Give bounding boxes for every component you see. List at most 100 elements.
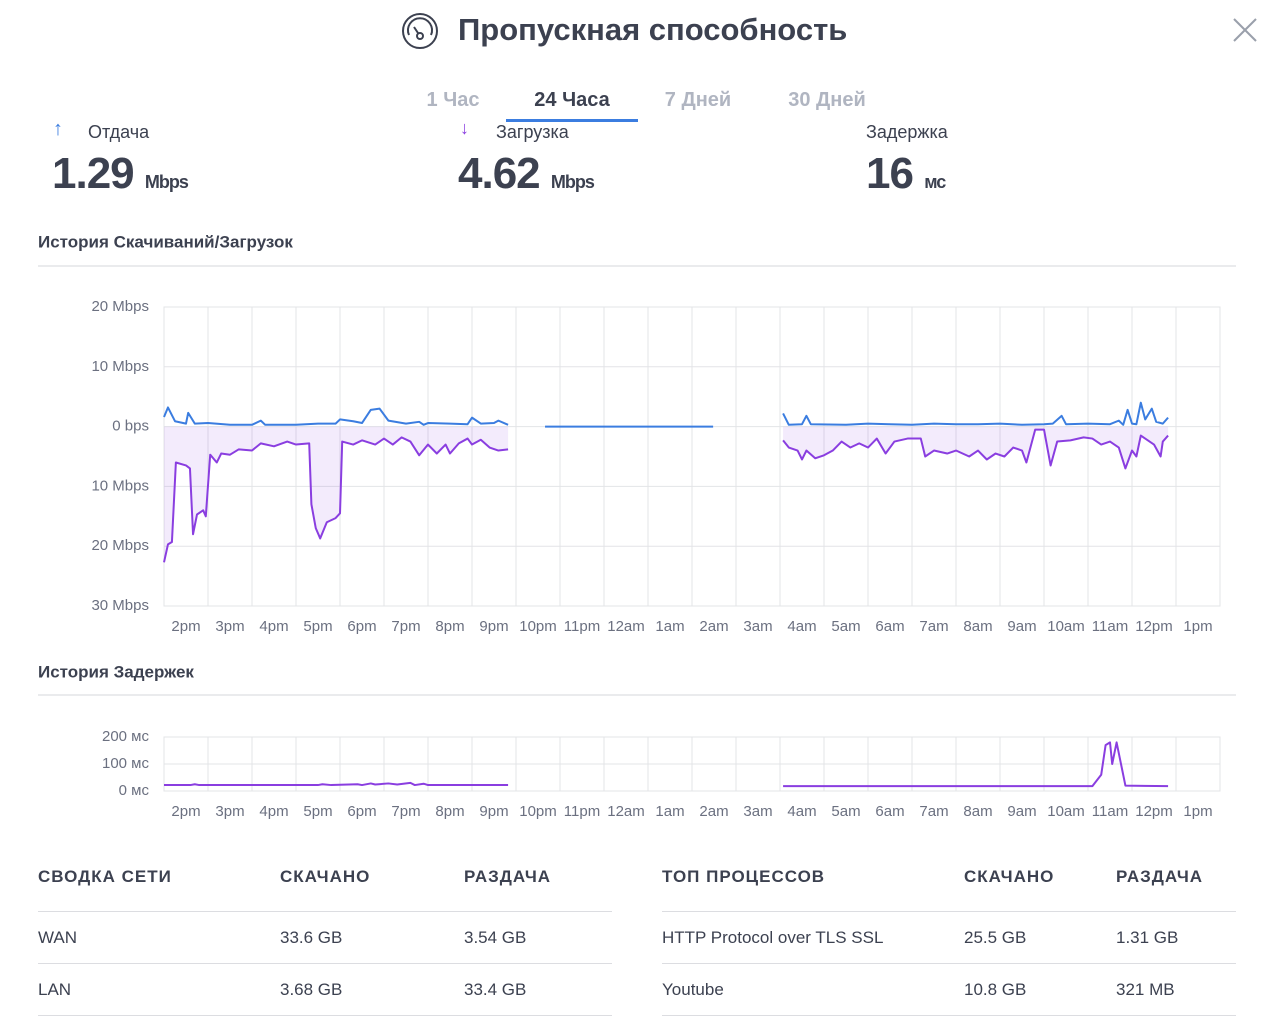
- x-tick-label: 9pm: [479, 618, 508, 635]
- chart-title: История Скачиваний/Загрузок: [38, 232, 293, 251]
- table-cell: 321 MB: [1116, 980, 1175, 999]
- y-tick-label: 20 Mbps: [91, 298, 149, 315]
- x-tick-label: 9pm: [479, 803, 508, 820]
- y-tick-label: 200 мс: [102, 728, 150, 745]
- x-tick-label: 4pm: [259, 803, 288, 820]
- series-line: [164, 741, 1169, 788]
- table-rule: [38, 963, 612, 964]
- x-tick-label: 10am: [1047, 618, 1085, 635]
- x-tick-label: 11am: [1092, 803, 1128, 820]
- stat-value: 1.29 Mbps: [52, 149, 189, 199]
- tab-underline: [506, 119, 638, 122]
- area-fill: [164, 426, 1169, 563]
- x-tick-label: 2pm: [171, 618, 200, 635]
- x-tick-label: 5am: [831, 803, 860, 820]
- table-header: СКАЧАНО: [280, 867, 371, 886]
- x-tick-label: 4pm: [259, 618, 288, 635]
- x-tick-label: 11am: [1092, 618, 1128, 635]
- y-tick-label: 20 Mbps: [91, 537, 149, 554]
- page-title: Пропускная способность: [458, 12, 848, 47]
- chart-title: История Задержек: [38, 662, 194, 681]
- table-rule: [662, 963, 1236, 964]
- upload-arrow: ↑: [53, 118, 63, 140]
- table-cell: 33.6 GB: [280, 928, 343, 947]
- close-button[interactable]: [1232, 17, 1258, 43]
- table-cell: 3.68 GB: [280, 980, 343, 999]
- x-tick-label: 12pm: [1135, 618, 1173, 635]
- stat-unit: мс: [924, 172, 946, 192]
- table-cell: WAN: [38, 928, 78, 947]
- x-tick-label: 2am: [699, 618, 728, 635]
- table-rule: [662, 1015, 1236, 1016]
- x-tick-label: 3pm: [215, 803, 244, 820]
- table-cell: 10.8 GB: [964, 980, 1027, 999]
- tab[interactable]: 30 Дней: [788, 89, 866, 111]
- x-tick-label: 6am: [875, 803, 904, 820]
- table-cell: Youtube: [662, 980, 724, 999]
- table-cell: 1.31 GB: [1116, 928, 1179, 947]
- charts: История Скачиваний/Загрузок 2pm 3pm 4pm 5pm 6…: [38, 232, 1236, 820]
- x-tick-label: 2pm: [171, 803, 200, 820]
- x-tick-label: 7am: [919, 618, 948, 635]
- x-tick-label: 9am: [1007, 618, 1036, 635]
- tab[interactable]: 7 Дней: [664, 89, 732, 111]
- table-cell: 25.5 GB: [964, 928, 1027, 947]
- table-rule: [662, 911, 1236, 912]
- stat-value: 4.62 Mbps: [458, 149, 595, 199]
- table-rule: [38, 1015, 612, 1016]
- stat-number: 1.29: [52, 149, 135, 198]
- x-tick-label: 7pm: [391, 803, 420, 820]
- y-tick-label: 0 bps: [112, 418, 149, 435]
- x-tick-label: 1am: [655, 618, 684, 635]
- y-tick-label: 30 Mbps: [91, 597, 149, 614]
- stat-label: Задержка: [866, 122, 948, 142]
- x-tick-label: 5am: [831, 618, 860, 635]
- series-line: [163, 428, 1169, 563]
- x-tick-label: 8am: [963, 618, 992, 635]
- stat-label: Загрузка: [496, 122, 569, 142]
- x-tick-label: 8am: [963, 803, 992, 820]
- speed-icon: [402, 13, 438, 49]
- x-tick-label: 1pm: [1183, 618, 1212, 635]
- x-tick-label: 5pm: [303, 803, 332, 820]
- table-cell: 3.54 GB: [464, 928, 527, 947]
- table-header: СКАЧАНО: [964, 867, 1055, 886]
- stat-unit: Mbps: [144, 172, 189, 192]
- x-tick-label: 7pm: [391, 618, 420, 635]
- x-tick-label: 9am: [1007, 803, 1036, 820]
- table-cell: 33.4 GB: [464, 980, 527, 999]
- tab[interactable]: 24 Часа: [534, 89, 610, 111]
- x-tick-label: 12am: [607, 803, 645, 820]
- x-tick-label: 8pm: [435, 618, 464, 635]
- y-tick-label: 10 Mbps: [91, 477, 149, 494]
- tab[interactable]: 1 Час: [426, 89, 480, 111]
- x-tick-label: 5pm: [303, 618, 332, 635]
- y-tick-label: 100 мс: [102, 755, 150, 772]
- x-tick-label: 6pm: [347, 803, 376, 820]
- x-tick-label: 6am: [875, 618, 904, 635]
- x-tick-label: 1pm: [1183, 803, 1212, 820]
- x-tick-label: 11pm: [564, 618, 600, 635]
- table-header: СВОДКА СЕТИ: [38, 867, 172, 886]
- y-tick-label: 0 мс: [119, 782, 150, 799]
- stat-value: 16 мс: [866, 149, 946, 199]
- table-cell: HTTP Protocol over TLS SSL: [662, 928, 884, 947]
- stat-number: 4.62: [458, 149, 541, 198]
- x-tick-label: 11pm: [564, 803, 600, 820]
- x-tick-label: 10pm: [519, 803, 557, 820]
- x-tick-label: 1am: [655, 803, 684, 820]
- stat-number: 16: [866, 149, 914, 198]
- table-header: ТОП ПРОЦЕССОВ: [662, 867, 826, 886]
- x-tick-label: 12pm: [1135, 803, 1173, 820]
- table-header: РАЗДАЧА: [1116, 867, 1204, 886]
- x-tick-label: 3am: [743, 803, 772, 820]
- x-tick-label: 12am: [607, 618, 645, 635]
- x-tick-label: 3am: [743, 618, 772, 635]
- stat-label: Отдача: [88, 122, 150, 142]
- x-tick-label: 4am: [787, 803, 816, 820]
- stat-unit: Mbps: [550, 172, 595, 192]
- x-tick-label: 7am: [919, 803, 948, 820]
- x-tick-label: 6pm: [347, 618, 376, 635]
- table-rule: [38, 911, 612, 912]
